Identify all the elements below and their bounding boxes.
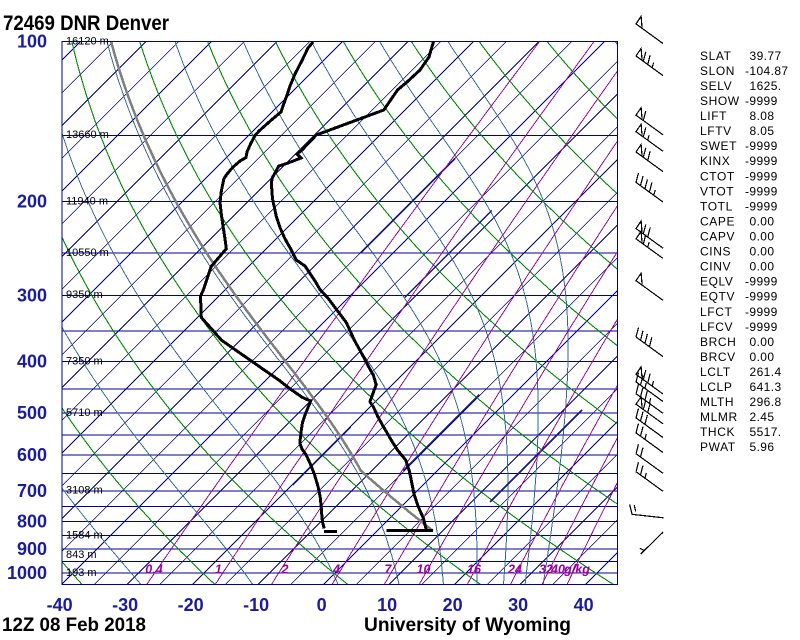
svg-text:12Z 08 Feb 2018: 12Z 08 Feb 2018 — [2, 615, 146, 636]
svg-text:20: 20 — [443, 595, 463, 615]
svg-text:0.00: 0.00 — [750, 335, 775, 349]
svg-text:SLON: SLON — [700, 64, 735, 78]
svg-text:CINS: CINS — [700, 245, 731, 259]
svg-text:SELV: SELV — [700, 79, 732, 93]
svg-text:-30: -30 — [112, 595, 138, 615]
svg-text:7: 7 — [385, 563, 393, 577]
svg-text:32: 32 — [539, 563, 553, 577]
svg-text:296.8: 296.8 — [750, 395, 782, 409]
svg-text:-9999: -9999 — [745, 184, 778, 198]
svg-text:LFTV: LFTV — [700, 124, 732, 138]
svg-text:-104.87: -104.87 — [745, 64, 789, 78]
svg-text:10: 10 — [417, 563, 431, 577]
svg-text:300: 300 — [17, 285, 47, 305]
svg-text:-9999: -9999 — [745, 305, 778, 319]
svg-text:40: 40 — [550, 563, 565, 577]
svg-text:5.96: 5.96 — [750, 440, 775, 454]
svg-text:10550 m: 10550 m — [66, 247, 109, 259]
svg-text:193 m: 193 m — [66, 567, 97, 579]
svg-text:SHOW: SHOW — [700, 94, 740, 108]
svg-text:0: 0 — [317, 595, 327, 615]
svg-text:1000: 1000 — [7, 563, 47, 583]
svg-text:MLTH: MLTH — [700, 395, 734, 409]
svg-text:-9999: -9999 — [745, 154, 778, 168]
svg-text:30: 30 — [508, 595, 528, 615]
svg-text:-10: -10 — [243, 595, 269, 615]
svg-text:-9999: -9999 — [745, 169, 778, 183]
svg-text:0.00: 0.00 — [750, 350, 775, 364]
svg-text:11940 m: 11940 m — [66, 196, 108, 208]
svg-text:MLMR: MLMR — [700, 410, 738, 424]
svg-text:1625.: 1625. — [750, 79, 782, 93]
svg-text:LIFT: LIFT — [700, 109, 727, 123]
svg-text:100: 100 — [17, 32, 47, 52]
svg-text:THCK: THCK — [700, 425, 735, 439]
svg-text:800: 800 — [17, 512, 47, 532]
svg-text:5517.: 5517. — [750, 425, 782, 439]
svg-text:-9999: -9999 — [745, 199, 778, 213]
svg-text:TOTL: TOTL — [700, 199, 733, 213]
svg-text:400: 400 — [17, 352, 47, 372]
svg-text:0.4: 0.4 — [145, 563, 162, 577]
svg-text:200: 200 — [17, 192, 47, 212]
svg-text:CAPV: CAPV — [700, 230, 735, 244]
svg-text:500: 500 — [17, 403, 47, 423]
svg-text:EQLV: EQLV — [700, 275, 734, 289]
svg-text:EQTV: EQTV — [700, 290, 735, 304]
svg-text:-9999: -9999 — [745, 275, 778, 289]
svg-text:5710 m: 5710 m — [66, 407, 103, 419]
svg-text:261.4: 261.4 — [750, 365, 782, 379]
svg-text:CINV: CINV — [700, 260, 731, 274]
svg-text:-40: -40 — [47, 595, 73, 615]
svg-text:72469 DNR Denver: 72469 DNR Denver — [3, 12, 169, 35]
svg-text:7350 m: 7350 m — [66, 356, 103, 368]
svg-text:PWAT: PWAT — [700, 440, 736, 454]
svg-text:700: 700 — [17, 481, 47, 501]
svg-text:39.77: 39.77 — [750, 49, 782, 63]
svg-text:8.05: 8.05 — [750, 124, 775, 138]
svg-text:University of Wyoming: University of Wyoming — [364, 615, 571, 636]
svg-text:9350 m: 9350 m — [66, 289, 103, 301]
svg-text:900: 900 — [17, 539, 47, 559]
svg-text:0.00: 0.00 — [750, 245, 775, 259]
svg-text:SLAT: SLAT — [700, 49, 732, 63]
svg-text:LCLP: LCLP — [700, 380, 732, 394]
svg-text:-9999: -9999 — [745, 320, 778, 334]
svg-text:24: 24 — [507, 563, 522, 577]
svg-text:CAPE: CAPE — [700, 215, 735, 229]
svg-text:-20: -20 — [178, 595, 204, 615]
svg-text:g/kg: g/kg — [563, 563, 590, 577]
svg-text:4: 4 — [332, 563, 340, 577]
svg-text:16: 16 — [467, 563, 482, 577]
svg-text:641.3: 641.3 — [750, 380, 782, 394]
svg-text:2: 2 — [281, 563, 289, 577]
svg-text:BRCH: BRCH — [700, 335, 736, 349]
svg-text:1: 1 — [215, 563, 222, 577]
svg-text:40: 40 — [574, 595, 594, 615]
svg-text:-9999: -9999 — [745, 139, 778, 153]
svg-text:600: 600 — [17, 445, 47, 465]
svg-text:LCLT: LCLT — [700, 365, 731, 379]
svg-text:KINX: KINX — [700, 154, 730, 168]
svg-text:SWET: SWET — [700, 139, 737, 153]
svg-text:16120 m: 16120 m — [66, 36, 109, 48]
svg-text:VTOT: VTOT — [700, 184, 734, 198]
svg-text:CTOT: CTOT — [700, 169, 735, 183]
svg-text:LFCV: LFCV — [700, 320, 733, 334]
svg-text:843 m: 843 m — [66, 549, 97, 561]
svg-text:0.00: 0.00 — [750, 215, 775, 229]
svg-text:0.00: 0.00 — [750, 260, 775, 274]
svg-text:3108 m: 3108 m — [66, 485, 103, 497]
svg-text:13660 m: 13660 m — [66, 129, 109, 141]
svg-text:2.45: 2.45 — [750, 410, 775, 424]
svg-text:8.08: 8.08 — [750, 109, 775, 123]
svg-text:LFCT: LFCT — [700, 305, 732, 319]
svg-text:-9999: -9999 — [745, 94, 778, 108]
svg-text:10: 10 — [377, 595, 397, 615]
svg-text:0.00: 0.00 — [750, 230, 775, 244]
svg-text:BRCV: BRCV — [700, 350, 736, 364]
svg-text:-9999: -9999 — [745, 290, 778, 304]
svg-text:1584 m: 1584 m — [66, 529, 103, 541]
